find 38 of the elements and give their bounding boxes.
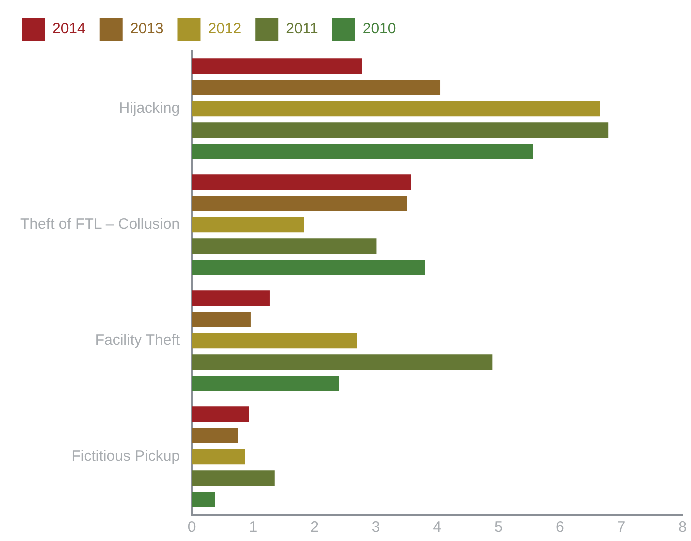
bar [192, 217, 304, 233]
x-tick-label: 6 [556, 519, 564, 536]
bar [192, 492, 216, 508]
y-tick-label: Fictitious Pickup [72, 448, 180, 466]
x-tick-label: 5 [494, 519, 503, 536]
bar [192, 333, 358, 349]
legend-label: 2010 [362, 20, 396, 38]
bar [192, 144, 534, 160]
x-tick-label: 1 [249, 519, 258, 536]
legend-label: 2013 [130, 20, 164, 38]
bar [192, 470, 275, 486]
bar [192, 406, 250, 422]
legend-label: 2014 [52, 20, 86, 38]
y-tick-label: Facility Theft [95, 332, 181, 350]
bar [192, 101, 600, 117]
x-tick-label: 4 [433, 519, 442, 536]
legend-label: 2011 [286, 20, 318, 38]
y-tick-label: Hijacking [119, 100, 180, 118]
bar [192, 174, 412, 190]
bar [192, 80, 441, 96]
bar [192, 428, 238, 444]
x-tick-label: 0 [188, 519, 196, 536]
y-tick-label: Theft of FTL – Collusion [20, 216, 180, 234]
bar [192, 58, 362, 74]
bar [192, 122, 609, 138]
bar [192, 290, 270, 306]
bar [192, 354, 493, 370]
bar [192, 260, 426, 276]
x-tick-label: 8 [678, 519, 687, 536]
bar [192, 376, 340, 392]
x-tick-label: 2 [310, 519, 319, 536]
x-tick-label: 3 [372, 519, 380, 536]
bar [192, 238, 377, 254]
bar [192, 449, 246, 465]
legend-label: 2012 [208, 20, 242, 38]
bar [192, 312, 251, 328]
bar [192, 196, 408, 212]
x-tick-label: 7 [617, 519, 626, 536]
